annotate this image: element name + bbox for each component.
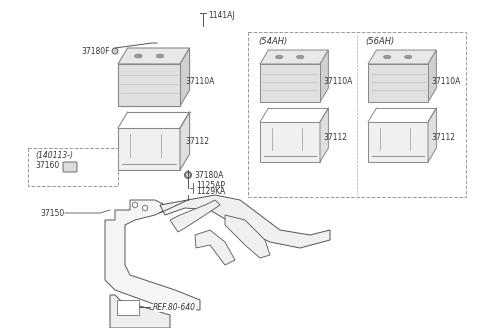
Ellipse shape: [276, 55, 283, 59]
Polygon shape: [160, 195, 330, 248]
Polygon shape: [260, 64, 320, 102]
Polygon shape: [180, 112, 190, 170]
Text: 1129KA: 1129KA: [196, 188, 225, 196]
Text: 37110A: 37110A: [431, 77, 460, 87]
Polygon shape: [260, 122, 320, 162]
Text: 37112: 37112: [431, 133, 455, 142]
Text: 37110A: 37110A: [185, 77, 215, 87]
Polygon shape: [110, 295, 170, 328]
Bar: [248, 32, 466, 197]
Text: 37160: 37160: [35, 161, 59, 170]
Text: 1125AP: 1125AP: [196, 180, 225, 190]
Polygon shape: [170, 200, 220, 232]
Polygon shape: [118, 48, 190, 64]
Polygon shape: [368, 64, 428, 102]
Polygon shape: [320, 50, 328, 102]
Text: 37180F: 37180F: [82, 47, 110, 55]
Bar: [28, 148, 118, 186]
Circle shape: [184, 172, 192, 178]
Polygon shape: [195, 230, 235, 265]
Polygon shape: [260, 50, 328, 64]
Text: 37150: 37150: [41, 209, 65, 217]
Text: 37180A: 37180A: [194, 172, 223, 180]
FancyBboxPatch shape: [63, 162, 77, 172]
Text: (56AH): (56AH): [365, 37, 394, 46]
Polygon shape: [320, 108, 328, 162]
Text: 1141AJ: 1141AJ: [208, 10, 235, 19]
Polygon shape: [368, 122, 428, 162]
Polygon shape: [225, 215, 270, 258]
Text: 37112: 37112: [323, 133, 347, 142]
Text: 37110A: 37110A: [323, 77, 352, 87]
Polygon shape: [105, 200, 200, 310]
Polygon shape: [368, 50, 436, 64]
Ellipse shape: [156, 54, 164, 58]
Text: (140113-): (140113-): [35, 151, 73, 160]
Ellipse shape: [405, 55, 412, 59]
Ellipse shape: [297, 55, 304, 59]
Text: REF.80-640: REF.80-640: [153, 302, 196, 312]
Text: 37112: 37112: [185, 137, 209, 147]
Polygon shape: [118, 128, 180, 170]
Ellipse shape: [134, 54, 142, 58]
Polygon shape: [118, 64, 180, 106]
Circle shape: [112, 48, 118, 54]
Polygon shape: [180, 48, 190, 106]
Polygon shape: [428, 108, 436, 162]
Polygon shape: [428, 50, 436, 102]
Text: (54AH): (54AH): [258, 37, 287, 46]
Bar: [117, 300, 139, 315]
Ellipse shape: [384, 55, 391, 59]
